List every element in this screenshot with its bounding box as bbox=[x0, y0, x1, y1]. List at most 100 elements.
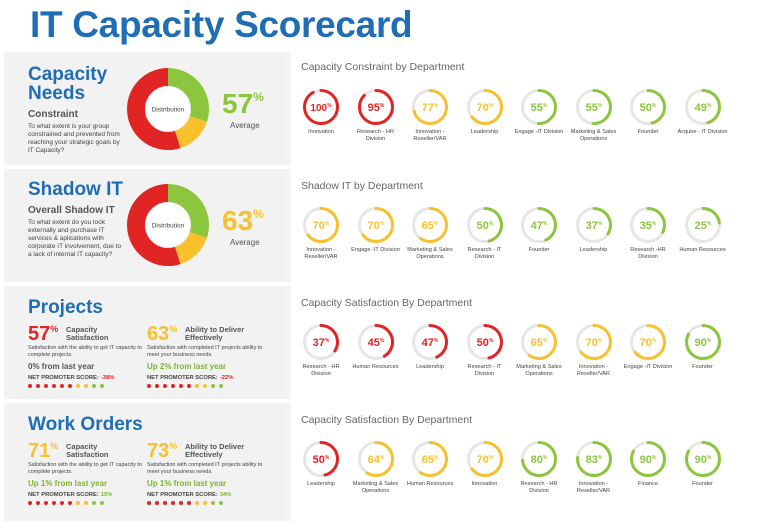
department-gauge: 65% Marketing & Sales Operations bbox=[514, 322, 564, 378]
gauge-department-label: Research - HR Division bbox=[520, 481, 558, 494]
gauge-ring: 100% bbox=[303, 89, 339, 125]
gauge-arc bbox=[466, 441, 503, 477]
section-title: Work Orders bbox=[28, 414, 143, 435]
ability-to-deliver-percent: 73% bbox=[147, 440, 178, 462]
department-gauge: 70% Innovation -Reseller/VAR bbox=[296, 205, 346, 261]
department-gauge: 70% Engage -IT Division bbox=[351, 205, 401, 254]
nps-dot bbox=[84, 384, 88, 388]
gauge-arc bbox=[303, 89, 339, 125]
nps-dot bbox=[203, 384, 207, 388]
department-gauge: 49% Acquire - IT Division bbox=[678, 87, 728, 136]
department-gauge: 35% Research -HR Division bbox=[623, 205, 673, 261]
ability-to-deliver-label: Ability to Deliver Effectively bbox=[185, 325, 245, 342]
gauge-arc bbox=[521, 207, 557, 243]
gauge-arc bbox=[466, 207, 503, 243]
gauge-ring: 47% bbox=[521, 207, 557, 243]
gauge-arc bbox=[575, 207, 612, 243]
nps-dot bbox=[195, 501, 199, 505]
nps-dot bbox=[171, 501, 175, 505]
gauge-department-label: Research - IT Division bbox=[467, 247, 502, 260]
workorders-by-department-panel: Capacity Satisfaction By Department 50% L… bbox=[291, 403, 770, 521]
distribution-donut-chart: Distribution bbox=[127, 68, 209, 150]
gauge-ring: 83% bbox=[575, 441, 612, 477]
nps-dot bbox=[219, 384, 223, 388]
nps-dot bbox=[147, 501, 151, 505]
capacity-satisfaction-label: Capacity Satisfaction bbox=[66, 442, 109, 459]
department-gauge: 50% Leadership bbox=[296, 439, 346, 488]
nps-dot bbox=[68, 501, 72, 505]
gauge-arc bbox=[575, 441, 612, 477]
nps-dot-scale bbox=[147, 501, 223, 505]
gauge-arc bbox=[357, 324, 394, 360]
department-gauge: 47% Founder bbox=[514, 205, 564, 254]
nps-dot bbox=[211, 501, 215, 505]
average-label: Average bbox=[230, 238, 260, 247]
section-title-line1: Capacity bbox=[28, 64, 108, 85]
nps-dot bbox=[171, 384, 175, 388]
donut-label: Distribution bbox=[152, 223, 185, 230]
gauge-ring: 70% bbox=[575, 324, 612, 360]
department-gauge: 50% Research - IT Division bbox=[460, 205, 510, 261]
nps-dot bbox=[28, 501, 32, 505]
donut-center bbox=[146, 87, 190, 131]
gauge-department-label: Marketing & Sales Operations bbox=[516, 364, 562, 377]
donut-center bbox=[146, 203, 190, 247]
gauge-department-label: Marketing & Sales Operations bbox=[570, 129, 617, 142]
gauge-ring: 80% bbox=[521, 441, 557, 477]
ability-to-deliver-description: Satisfaction with completed IT projects … bbox=[147, 462, 263, 475]
gauge-ring: 55% bbox=[575, 89, 612, 125]
gauge-department-label: Human Resources bbox=[679, 247, 726, 253]
gauge-department-label: Marketing & Sales Operations bbox=[352, 481, 399, 494]
gauge-department-label: Leadership bbox=[307, 481, 335, 487]
capacity-satisfaction-description: Satisfaction with the ability to get IT … bbox=[28, 462, 142, 475]
section-description: To what extent is your group constrained… bbox=[28, 123, 120, 154]
shadow-it-section: Shadow IT Overall Shadow IT To what exte… bbox=[4, 169, 770, 282]
section-title-line2: Needs bbox=[28, 83, 86, 104]
department-gauge: 80% Research - HR Division bbox=[514, 439, 564, 495]
capacity-satisfaction-percent: 57% bbox=[28, 323, 59, 345]
gauge-ring: 47% bbox=[412, 324, 448, 360]
gauge-department-label: Human Resources bbox=[352, 364, 399, 370]
nps-dot bbox=[52, 384, 56, 388]
gauge-ring: 70% bbox=[357, 207, 394, 243]
donut-segment-red bbox=[127, 68, 209, 150]
nps-dot bbox=[187, 501, 191, 505]
trend-text: Up 1% from last year bbox=[147, 479, 227, 488]
nps-dot bbox=[179, 501, 183, 505]
department-gauge: 83% Innovation - Reseller/VAR bbox=[569, 439, 619, 495]
nps-dot bbox=[187, 384, 191, 388]
gauge-arc bbox=[684, 441, 721, 477]
gauge-ring: 77% bbox=[412, 89, 448, 125]
gauge-arc bbox=[684, 89, 721, 125]
gauge-ring: 65% bbox=[521, 324, 557, 360]
gauge-value: 100% bbox=[310, 103, 332, 114]
gauge-department-label: Innovation -Reseller/VAR bbox=[304, 247, 338, 260]
department-gauge: 90% Founder bbox=[678, 439, 728, 488]
capacity-needs-section: Capacity Needs Constraint To what extent… bbox=[4, 52, 770, 165]
trend-text: Up 1% from last year bbox=[28, 479, 108, 488]
gauge-arc bbox=[575, 89, 612, 125]
ability-to-deliver-description: Satisfaction with completed IT projects … bbox=[147, 345, 263, 358]
gauge-arc bbox=[521, 441, 557, 477]
nps-dot bbox=[155, 384, 159, 388]
nps-dot-scale bbox=[147, 384, 223, 388]
gauge-department-label: Marketing & Sales Operations bbox=[407, 247, 453, 260]
capacity-by-department-panel: Capacity Constraint by Department 100% In… bbox=[291, 52, 770, 165]
gauge-ring: 25% bbox=[684, 207, 721, 243]
gauge-arc bbox=[466, 324, 503, 360]
gauge-ring: 90% bbox=[630, 441, 666, 477]
gauge-arc bbox=[357, 441, 394, 477]
gauge-department-label: Innovation - Reseller/VAR bbox=[576, 481, 611, 494]
department-gauge: 37% Leadership bbox=[569, 205, 619, 254]
nps-dot bbox=[179, 384, 183, 388]
gauge-department-label: Finance bbox=[638, 481, 658, 487]
nps-dot bbox=[76, 384, 80, 388]
gauge-arc bbox=[303, 207, 339, 243]
department-gauge: 77% Innovation - Reseller/VAR bbox=[405, 87, 455, 143]
department-gauge: 95% Research - HR Division bbox=[351, 87, 401, 143]
capacity-summary-panel: Capacity Needs Constraint To what extent… bbox=[4, 52, 287, 165]
department-gauge: 70% Leadership bbox=[460, 87, 510, 136]
gauge-department-label: Research -HR Division bbox=[630, 247, 666, 260]
projects-summary-panel: Projects 57% Capacity Satisfaction Satis… bbox=[4, 286, 287, 399]
gauge-ring: 55% bbox=[521, 89, 557, 125]
